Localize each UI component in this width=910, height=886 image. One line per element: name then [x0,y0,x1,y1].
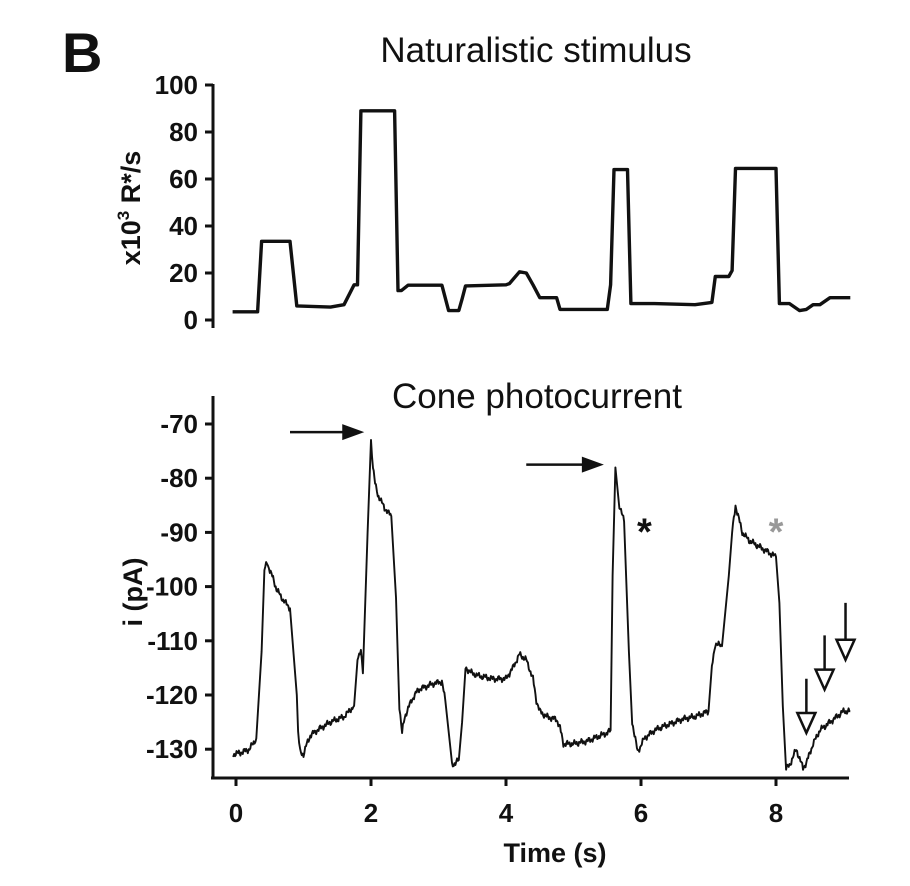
panel-label: B [62,21,102,84]
photocurrent-y-tick-label: -110 [147,626,198,656]
photocurrent-x-tick-label: 8 [769,798,783,828]
asterisk-marker: * [769,511,784,553]
photocurrent-y-tick-label: -80 [160,463,198,493]
photocurrent-x-axis-label: Time (s) [503,838,606,868]
photocurrent-x-tick-label: 4 [499,798,514,828]
stimulus-plot: Naturalistic stimulus x103 R*/s 0 20 40 60 8… [114,31,851,335]
stimulus-y-tick-label: 60 [169,164,198,194]
photocurrent-x-tick-label: 6 [634,798,648,828]
stimulus-y-axis-label: x103 R*/s [114,151,146,266]
peak-arrow-head [342,424,365,441]
photocurrent-y-tick-label: -90 [160,517,198,547]
photocurrent-trace [232,438,851,771]
open-arrow-head [834,638,857,663]
stimulus-y-tick-label: 20 [169,258,198,288]
photocurrent-y-tick-label: -100 [146,572,198,602]
photocurrent-plot-title: Cone photocurrent [392,377,682,416]
photocurrent-y-tick-label: -70 [160,409,198,439]
asterisk-marker: * [637,511,652,553]
photocurrent-y-ticks: -70 -80 -90 -100 -110 -120 -130 [146,409,213,764]
photocurrent-x-tick-label: 2 [364,798,378,828]
peak-arrow-head [581,456,604,473]
photocurrent-x-ticks: 0 2 4 6 8 [229,778,783,828]
stimulus-y-tick-label: 40 [169,211,198,241]
stimulus-y-axis-label-base: x10 [116,220,146,265]
stimulus-plot-title: Naturalistic stimulus [380,31,691,70]
stimulus-y-axis-label-exponent: 3 [114,211,133,220]
photocurrent-y-tick-label: -130 [146,734,198,764]
stimulus-y-tick-label: 80 [169,117,198,147]
stimulus-trace [232,109,851,314]
photocurrent-y-axis-label: i (pA) [118,558,148,627]
stimulus-y-axis-label-unit: R*/s [116,151,146,211]
photocurrent-annotations: * * [290,424,857,736]
photocurrent-plot: Cone photocurrent i (pA) Time (s) -70 -80… [118,377,857,868]
open-arrow-head [813,668,836,693]
stimulus-y-ticks: 0 20 40 60 80 100 [155,70,213,335]
photocurrent-x-tick-label: 0 [229,798,243,828]
photocurrent-y-tick-label: -120 [146,680,198,710]
stimulus-y-tick-label: 100 [155,70,198,100]
stimulus-y-tick-label: 0 [184,305,198,335]
open-arrow-head [795,711,818,736]
